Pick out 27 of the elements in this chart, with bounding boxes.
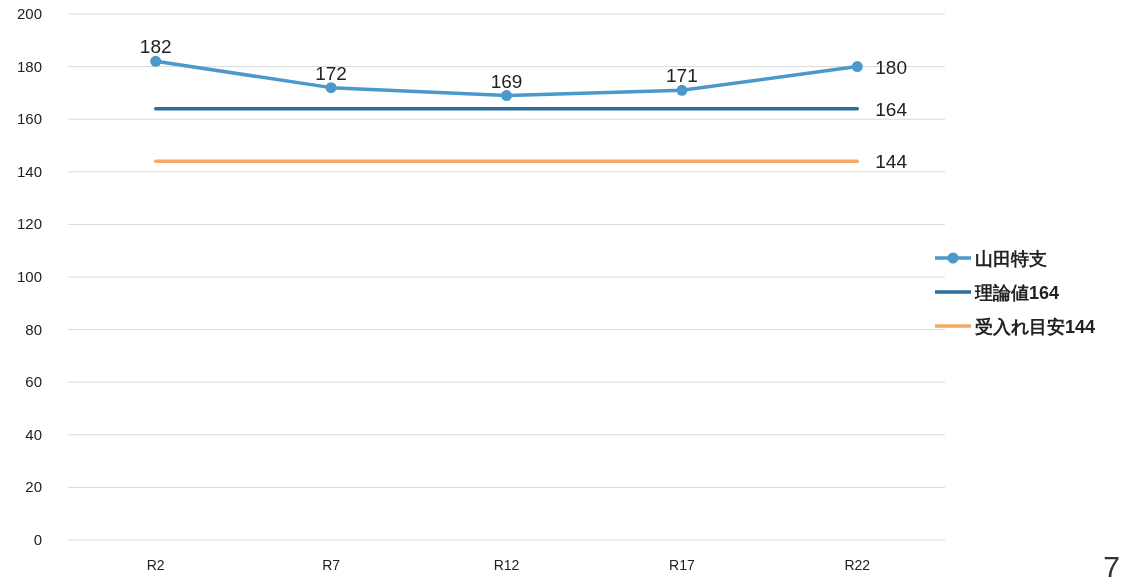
x-tick-label: R7 bbox=[322, 557, 341, 573]
text: 7 bbox=[1103, 550, 1120, 581]
x-tick-label: R2 bbox=[146, 557, 165, 573]
y-tick-label: 180 bbox=[16, 57, 42, 75]
x-tick-label: R22 bbox=[844, 557, 871, 573]
data-label: 169 bbox=[490, 70, 523, 92]
y-tick-label: 80 bbox=[25, 320, 42, 338]
y-tick-label: 160 bbox=[16, 110, 42, 128]
y-tick-label: 40 bbox=[25, 425, 42, 443]
legend-label: 受入れ目安144 bbox=[975, 317, 1096, 337]
x-tick-label: R12 bbox=[493, 557, 520, 573]
y-tick-label: 100 bbox=[16, 268, 42, 285]
y-tick-label: 20 bbox=[25, 478, 42, 496]
y-tick-label: 200 bbox=[16, 5, 42, 22]
data-label: 171 bbox=[666, 65, 698, 87]
y-tick-label: 140 bbox=[16, 162, 42, 180]
y-tick-label: 120 bbox=[16, 215, 42, 233]
data-label: 172 bbox=[315, 62, 347, 84]
legend-label: 山田特支 bbox=[975, 249, 1047, 269]
data-label: 144 bbox=[875, 151, 908, 173]
data-label: 180 bbox=[875, 56, 907, 78]
x-tick-label: R17 bbox=[669, 557, 695, 573]
y-tick-label: 0 bbox=[33, 531, 42, 548]
legend-label: 理論値164 bbox=[974, 283, 1060, 303]
data-label: 164 bbox=[875, 98, 908, 120]
y-tick-label: 60 bbox=[25, 373, 42, 391]
data-label: 182 bbox=[139, 36, 172, 58]
